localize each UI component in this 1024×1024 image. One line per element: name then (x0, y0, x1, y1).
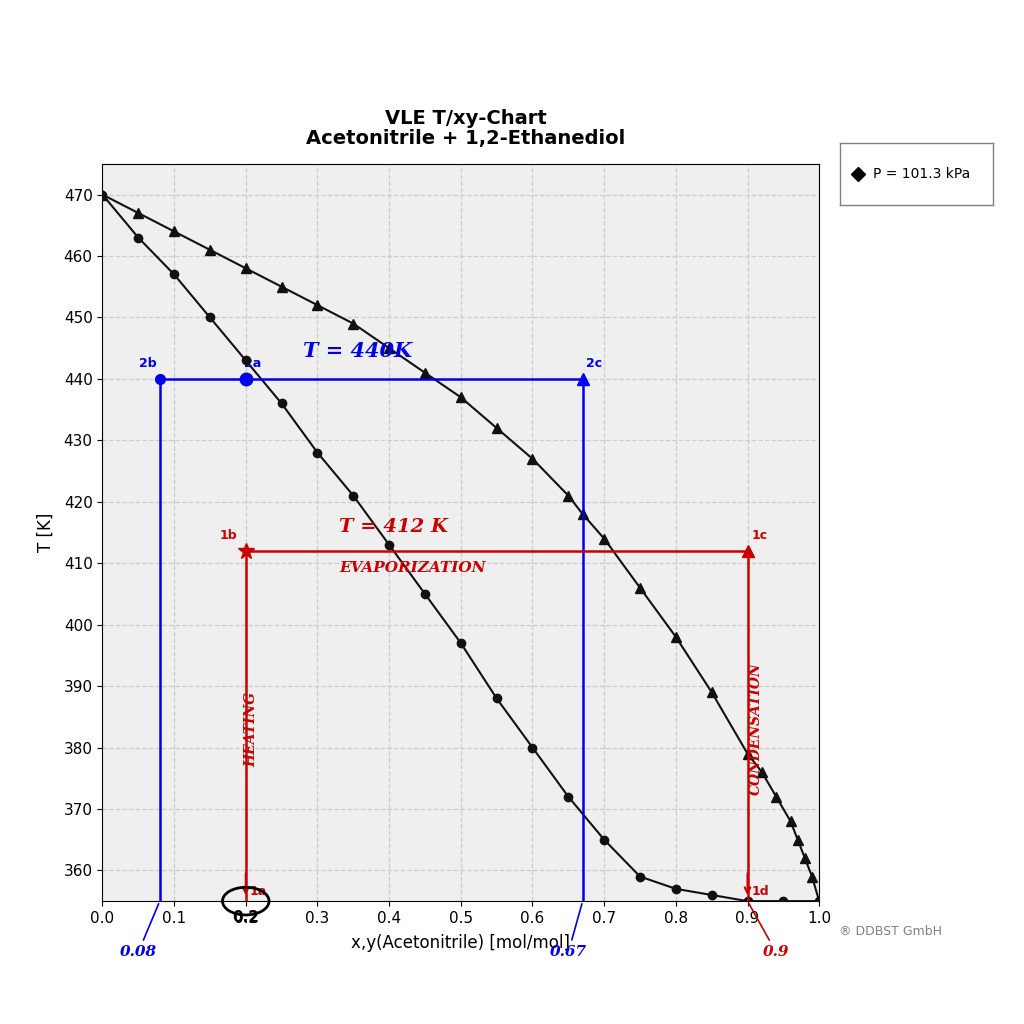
P = 101.3 kPa (598, 834, 610, 846)
P = 101.3 kPa (383, 539, 395, 551)
P = 101.3 kPa (168, 268, 180, 281)
Text: Acetonitrile + 1,2-Ethanediol: Acetonitrile + 1,2-Ethanediol (306, 129, 626, 148)
Line: P = 101.3 kPa: P = 101.3 kPa (98, 190, 823, 905)
Text: 1a: 1a (250, 886, 266, 898)
P = 101.3 kPa (634, 870, 646, 883)
P = 101.3 kPa (204, 311, 216, 324)
Text: 2b: 2b (138, 356, 156, 370)
Text: 0.9: 0.9 (749, 903, 790, 959)
P = 101.3 kPa (455, 637, 467, 649)
Y-axis label: T [K]: T [K] (37, 513, 55, 552)
Text: CONDENSATION: CONDENSATION (750, 663, 763, 796)
P = 101.3 kPa (777, 895, 790, 907)
P = 101.3 kPa (706, 889, 718, 901)
Text: 0.2: 0.2 (232, 910, 259, 926)
Text: 0.08: 0.08 (120, 904, 159, 959)
P = 101.3 kPa (311, 446, 324, 459)
Text: 1c: 1c (751, 528, 767, 542)
Text: 2c: 2c (586, 356, 602, 370)
P = 101.3 kPa (741, 895, 754, 907)
P = 101.3 kPa (670, 883, 682, 895)
Text: P = 101.3 kPa: P = 101.3 kPa (873, 167, 971, 181)
Text: T = 440K: T = 440K (303, 341, 413, 361)
P = 101.3 kPa (490, 692, 503, 705)
Text: 1d: 1d (751, 886, 769, 898)
P = 101.3 kPa (347, 489, 359, 502)
Text: 0.67: 0.67 (550, 904, 587, 959)
Text: 2a: 2a (244, 356, 261, 370)
Text: ® DDBST GmbH: ® DDBST GmbH (840, 926, 942, 938)
P = 101.3 kPa (419, 588, 431, 600)
X-axis label: x,y(Acetonitrile) [mol/mol]: x,y(Acetonitrile) [mol/mol] (351, 934, 570, 952)
P = 101.3 kPa (96, 188, 109, 201)
Text: 1b: 1b (219, 528, 238, 542)
Text: EVAPORIZATION: EVAPORIZATION (339, 561, 485, 575)
Text: HEATING: HEATING (245, 691, 258, 767)
Text: VLE T/xy-Chart: VLE T/xy-Chart (385, 109, 547, 128)
Text: T = 412 K: T = 412 K (339, 518, 447, 537)
P = 101.3 kPa (562, 791, 574, 803)
P = 101.3 kPa (240, 354, 252, 367)
P = 101.3 kPa (132, 231, 144, 244)
P = 101.3 kPa (526, 741, 539, 754)
P = 101.3 kPa (813, 895, 825, 907)
P = 101.3 kPa (275, 397, 288, 410)
